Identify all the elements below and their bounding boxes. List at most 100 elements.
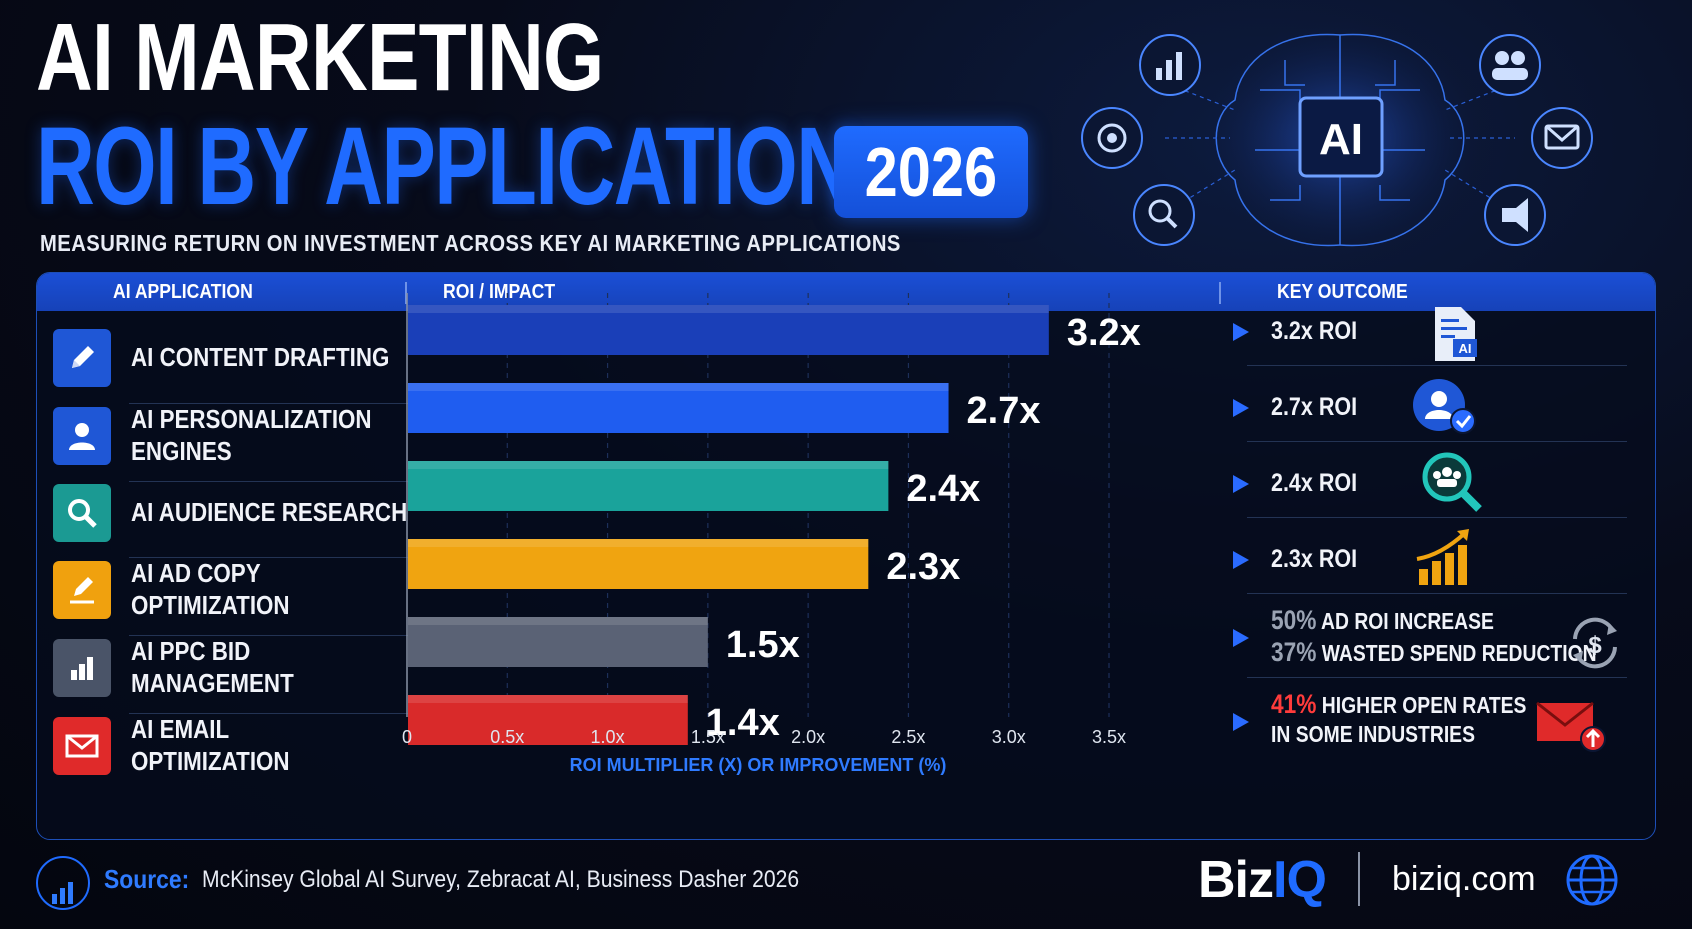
user-icon bbox=[53, 407, 111, 465]
bar-highlight bbox=[408, 305, 1049, 313]
application-row: AI EMAIL OPTIMIZATION bbox=[53, 711, 423, 779]
source-chart-icon bbox=[36, 856, 90, 910]
bullet-arrow-icon bbox=[1233, 629, 1249, 647]
document-ai-icon: AI bbox=[1435, 307, 1477, 361]
globe-icon bbox=[1566, 854, 1618, 906]
header-roi: ROI / IMPACT bbox=[443, 281, 556, 303]
application-label: AI PERSONALIZATION ENGINES bbox=[131, 404, 372, 466]
svg-text:$: $ bbox=[1588, 632, 1602, 659]
outcome-line-text: WASTED SPEND REDUCTION bbox=[1321, 640, 1597, 666]
bullet-arrow-icon bbox=[1233, 551, 1249, 569]
bullet-arrow-icon bbox=[1233, 475, 1249, 493]
table-header-bar: AI APPLICATION ROI / IMPACT KEY OUTCOME bbox=[37, 273, 1655, 311]
bar-value-label: 2.3x bbox=[886, 546, 960, 588]
row-divider bbox=[1247, 677, 1627, 678]
outcome-line-text: IN SOME INDUSTRIES bbox=[1271, 721, 1475, 747]
bar-value-label: 2.4x bbox=[906, 468, 980, 510]
footer-divider bbox=[1358, 852, 1360, 906]
x-tick-label: 0 bbox=[402, 727, 412, 747]
subtitle: MEASURING RETURN ON INVESTMENT ACROSS KE… bbox=[40, 230, 901, 256]
growth-chart-icon bbox=[1416, 529, 1469, 585]
x-tick-label: 0.5x bbox=[490, 727, 524, 747]
outcome-row: 2.7x ROI bbox=[1233, 373, 1653, 443]
x-tick-label: 1.0x bbox=[591, 727, 625, 747]
roi-bar-chart: 3.2x2.7x2.4x2.3x1.5x1.4x 0 0.5x 1.0x 1.5x 2.… bbox=[402, 293, 1141, 775]
row-divider bbox=[129, 713, 421, 714]
header-divider bbox=[405, 282, 407, 304]
row-divider bbox=[1247, 365, 1627, 366]
audience-search-icon bbox=[1422, 452, 1482, 512]
bullet-arrow-icon bbox=[1233, 399, 1249, 417]
outcome-percent: 37% bbox=[1271, 637, 1317, 667]
outcome-line: 50% AD ROI INCREASE bbox=[1271, 605, 1494, 636]
row-divider bbox=[129, 635, 421, 636]
bullet-arrow-icon bbox=[1233, 323, 1249, 341]
bar-highlight bbox=[408, 383, 949, 391]
application-label: AI PPC BID MANAGEMENT bbox=[131, 636, 294, 698]
search-icon bbox=[1133, 184, 1195, 246]
search-icon bbox=[53, 484, 111, 542]
bar bbox=[408, 383, 949, 433]
site-link[interactable]: biziq.com bbox=[1392, 860, 1536, 898]
application-row: AI AUDIENCE RESEARCH bbox=[53, 478, 423, 546]
bar-highlight bbox=[408, 695, 688, 703]
row-divider bbox=[1247, 441, 1627, 442]
x-tick-label: 2.0x bbox=[791, 727, 825, 747]
brand-part-2: IQ bbox=[1273, 851, 1327, 909]
x-tick-label: 3.5x bbox=[1092, 727, 1126, 747]
outcome-line-text: HIGHER OPEN RATES bbox=[1321, 692, 1527, 718]
pencil-icon bbox=[53, 329, 111, 387]
outcome-line: 41% HIGHER OPEN RATES bbox=[1271, 689, 1526, 720]
x-tick-label: 1.5x bbox=[691, 727, 725, 747]
outcome-line: IN SOME INDUSTRIES bbox=[1271, 721, 1475, 748]
bar-highlight bbox=[408, 539, 869, 547]
envelope-icon bbox=[53, 717, 111, 775]
bar-highlight bbox=[408, 461, 889, 469]
source-label: Source: bbox=[104, 864, 190, 894]
application-row: AI CONTENT DRAFTING bbox=[53, 323, 423, 391]
mail-up-icon bbox=[1536, 701, 1606, 752]
chart-x-ticks: 0 0.5x 1.0x 1.5x 2.0x 2.5x 3.0x 3.5x bbox=[402, 727, 1126, 747]
source-text: McKinsey Global AI Survey, Zebracat AI, … bbox=[202, 866, 800, 893]
brand-part-1: Biz bbox=[1198, 851, 1274, 909]
header-divider bbox=[1219, 282, 1221, 304]
ai-brain-graphic: AI bbox=[1081, 20, 1593, 256]
row-divider bbox=[1247, 517, 1627, 518]
outcome-row: 3.2x ROI AI bbox=[1233, 297, 1653, 367]
outcome-line: 37% WASTED SPEND REDUCTION bbox=[1271, 637, 1597, 668]
header-application: AI APPLICATION bbox=[113, 281, 253, 303]
bar-highlight bbox=[408, 617, 708, 625]
edit-icon bbox=[53, 561, 111, 619]
title-line-1: AI MARKETING bbox=[36, 4, 604, 111]
bar bbox=[408, 305, 1049, 355]
mail-icon bbox=[1531, 107, 1593, 169]
x-tick-label: 3.0x bbox=[992, 727, 1026, 747]
brand-logo: BizIQ bbox=[1198, 850, 1327, 910]
bar-value-label: 1.5x bbox=[726, 624, 800, 666]
svg-text:AI: AI bbox=[1459, 341, 1472, 356]
application-row: AI AD COPY OPTIMIZATION bbox=[53, 555, 423, 623]
bar bbox=[408, 539, 869, 589]
roi-panel: AI APPLICATION ROI / IMPACT KEY OUTCOME … bbox=[36, 272, 1656, 840]
x-axis-label: ROI MULTIPLIER (X) OR IMPROVEMENT (%) bbox=[570, 755, 947, 775]
outcome-text: 3.2x ROI bbox=[1271, 317, 1358, 345]
dollar-cycle-icon: $ bbox=[1573, 617, 1617, 669]
outcome-line-text: AD ROI INCREASE bbox=[1321, 608, 1494, 634]
x-tick-label: 2.5x bbox=[891, 727, 925, 747]
outcome-text: 2.3x ROI bbox=[1271, 545, 1358, 573]
users-icon bbox=[1479, 34, 1541, 96]
user-check-icon bbox=[1413, 379, 1476, 434]
outcome-text: 2.7x ROI bbox=[1271, 393, 1358, 421]
outcome-text: 2.4x ROI bbox=[1271, 469, 1358, 497]
bar bbox=[408, 461, 889, 511]
year-badge: 2026 bbox=[834, 126, 1028, 218]
bar-value-label: 2.7x bbox=[967, 390, 1041, 432]
application-label: AI CONTENT DRAFTING bbox=[131, 342, 390, 372]
bar-chart-icon bbox=[53, 639, 111, 697]
row-divider bbox=[1247, 593, 1627, 594]
bullet-arrow-icon bbox=[1233, 713, 1249, 731]
application-label: AI AUDIENCE RESEARCH bbox=[131, 497, 408, 527]
row-divider bbox=[129, 557, 421, 558]
bar-value-label: 1.4x bbox=[706, 702, 780, 744]
row-divider bbox=[129, 403, 421, 404]
